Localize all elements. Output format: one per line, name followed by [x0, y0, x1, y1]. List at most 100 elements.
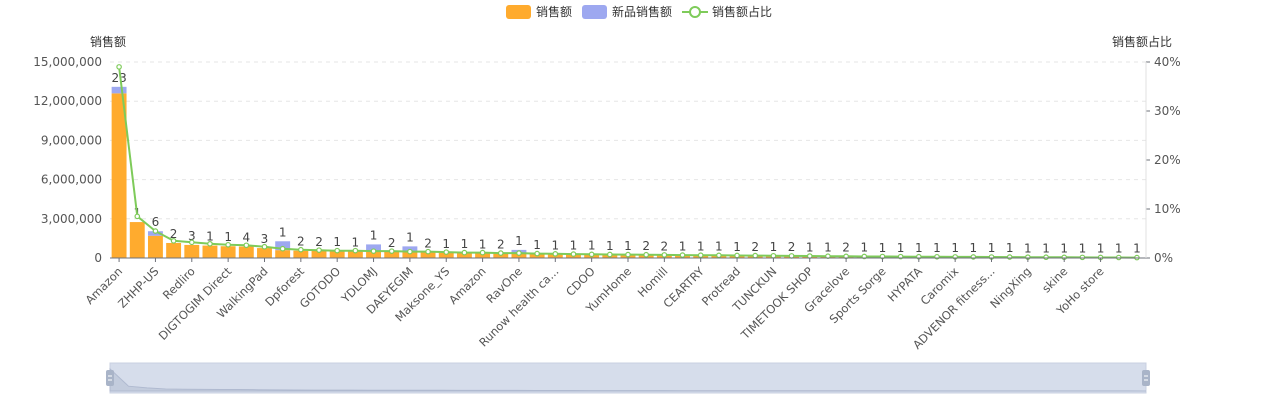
share-point[interactable] [552, 251, 559, 257]
share-point[interactable] [116, 64, 122, 70]
bar-count-label: 1 [1079, 241, 1087, 255]
data-zoom-handle-left[interactable] [106, 370, 114, 386]
bar-count-label: 4 [242, 231, 250, 245]
share-point[interactable] [461, 249, 468, 256]
share-point[interactable] [643, 251, 649, 258]
share-point[interactable] [188, 239, 195, 246]
share-point[interactable] [752, 252, 759, 259]
legend-item-new-sales[interactable]: 新品销售额 [582, 4, 672, 19]
share-point[interactable] [679, 252, 686, 258]
bar-sales[interactable] [420, 252, 436, 258]
data-zoom-track[interactable] [109, 362, 1147, 394]
y-left-ticks: 0 3,000,000 6,000,000 9,000,000 12,000,000 15… [33, 55, 102, 265]
x-category-label: skine [1039, 264, 1070, 295]
share-point[interactable] [661, 252, 668, 258]
bar-sales[interactable] [293, 250, 309, 258]
data-zoom-slider[interactable] [106, 362, 1150, 394]
share-point[interactable] [443, 249, 450, 255]
share-point[interactable] [1006, 254, 1013, 260]
bar-sales[interactable] [111, 93, 127, 258]
share-point[interactable] [334, 247, 340, 254]
y-left-tick-label: 12,000,000 [33, 94, 102, 108]
bar-new-sales[interactable] [366, 244, 381, 252]
bar-new-sales[interactable] [111, 86, 127, 94]
bar-sales[interactable] [220, 246, 236, 258]
share-point[interactable] [607, 251, 613, 258]
bar-count-label: 1 [1115, 242, 1123, 256]
bar-count-label: 1 [733, 240, 741, 254]
share-point[interactable] [170, 238, 177, 244]
bar-sales[interactable] [402, 252, 418, 258]
share-point[interactable] [425, 248, 431, 255]
share-point[interactable] [243, 242, 250, 249]
bar-sales[interactable] [129, 222, 145, 258]
bar-count-label: 1 [515, 234, 523, 248]
share-point[interactable] [370, 248, 377, 254]
share-point[interactable] [407, 248, 413, 255]
share-point[interactable] [225, 241, 231, 248]
share-point[interactable] [697, 252, 704, 259]
bar-count-label: 2 [497, 238, 505, 252]
bar-sales[interactable] [147, 235, 163, 258]
legend-item-sales[interactable]: 销售额 [506, 4, 572, 19]
share-point[interactable] [479, 249, 486, 256]
bar-sales[interactable] [511, 253, 527, 258]
share-point[interactable] [352, 247, 359, 254]
bar-sales[interactable] [475, 253, 491, 258]
y-right-tick-label: 30% [1154, 104, 1181, 118]
bar-count-label: 1 [915, 241, 923, 255]
bar-sales[interactable] [329, 251, 345, 258]
share-point[interactable] [625, 251, 631, 258]
share-point[interactable] [261, 243, 268, 250]
legend-swatch-sales [506, 5, 531, 19]
bar-count-label: 1 [879, 241, 887, 255]
bar-sales[interactable] [202, 245, 218, 258]
bar-sales[interactable] [238, 246, 254, 258]
data-zoom-handle-right[interactable] [1142, 370, 1150, 386]
bar-count-label: 1 [224, 230, 232, 244]
share-point[interactable] [207, 240, 213, 247]
bar-sales[interactable] [166, 242, 182, 258]
x-category-label: CEARTRY [660, 264, 707, 311]
share-point[interactable] [316, 247, 322, 253]
share-point[interactable] [134, 213, 141, 220]
share-point[interactable] [497, 250, 504, 256]
bar-sales[interactable] [456, 253, 472, 258]
bar-count-label: 1 [951, 241, 959, 255]
share-point[interactable] [788, 253, 795, 259]
share-point[interactable] [716, 252, 722, 259]
share-point[interactable] [298, 246, 304, 253]
x-category-label: CDOO [563, 264, 598, 299]
share-point[interactable] [588, 251, 595, 258]
share-point[interactable] [770, 252, 777, 259]
share-point[interactable] [279, 245, 286, 252]
share-point[interactable] [1043, 254, 1049, 261]
y-right-ticks: 0% 10% 20% 30% 40% [1146, 55, 1181, 265]
bar-sales[interactable] [347, 251, 363, 258]
bar-count-label: 1 [697, 240, 705, 254]
bar-sales[interactable] [257, 248, 272, 258]
share-point[interactable] [1079, 254, 1086, 261]
bar-sales[interactable] [438, 252, 454, 258]
share-point[interactable] [516, 250, 522, 256]
bar-count-label: 1 [606, 239, 614, 253]
bar-count-label: 2 [297, 235, 305, 249]
bar-new-sales[interactable] [275, 241, 291, 251]
y-right-tick-label: 20% [1154, 153, 1181, 167]
share-point[interactable] [570, 251, 577, 257]
bar-count-label: 1 [1006, 241, 1014, 255]
share-point[interactable] [388, 248, 395, 254]
bar-count-label: 1 [442, 237, 450, 251]
x-category-label: Amazon [446, 264, 489, 307]
bar-sales[interactable] [366, 251, 381, 258]
bar-count-label: 1 [988, 241, 996, 255]
share-point[interactable] [734, 252, 740, 259]
share-point[interactable] [534, 250, 540, 257]
bar-sales[interactable] [384, 251, 400, 258]
share-point[interactable] [152, 228, 159, 234]
bar-sales[interactable] [184, 244, 200, 258]
bar-sales[interactable] [311, 250, 327, 258]
legend-item-share[interactable]: 销售额占比 [682, 4, 772, 19]
bar-sales[interactable] [275, 250, 291, 258]
